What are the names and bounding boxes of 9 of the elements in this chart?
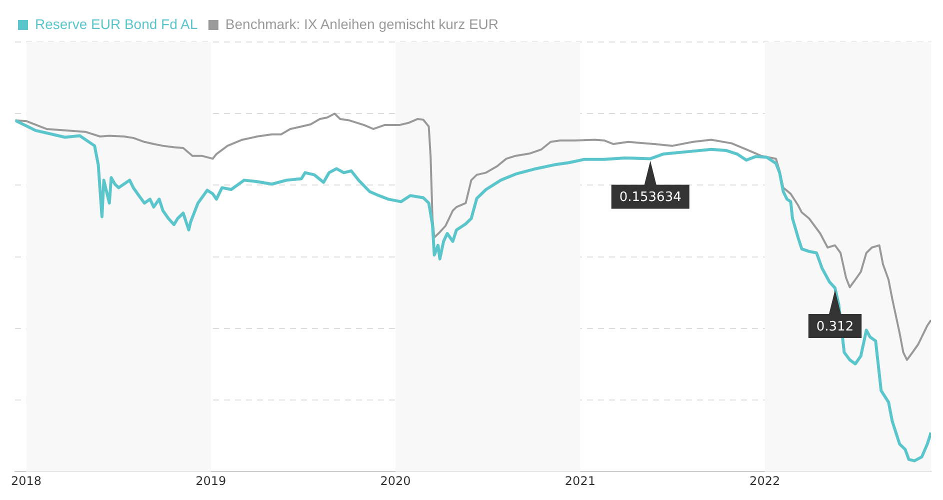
legend-label: Benchmark: IX Anleihen gemischt kurz EUR	[225, 16, 499, 32]
legend-label: Reserve EUR Bond Fd AL	[35, 16, 198, 32]
annotation: 0.153634	[619, 190, 682, 206]
x-tick-label: 2020	[380, 474, 411, 488]
x-tick-label: 2018	[10, 474, 42, 488]
annotation: 0.312	[816, 319, 854, 334]
x-tick-label: 2021	[564, 474, 596, 488]
x-tick-label: 2019	[196, 474, 226, 488]
x-tick-label: 2022	[750, 474, 780, 488]
